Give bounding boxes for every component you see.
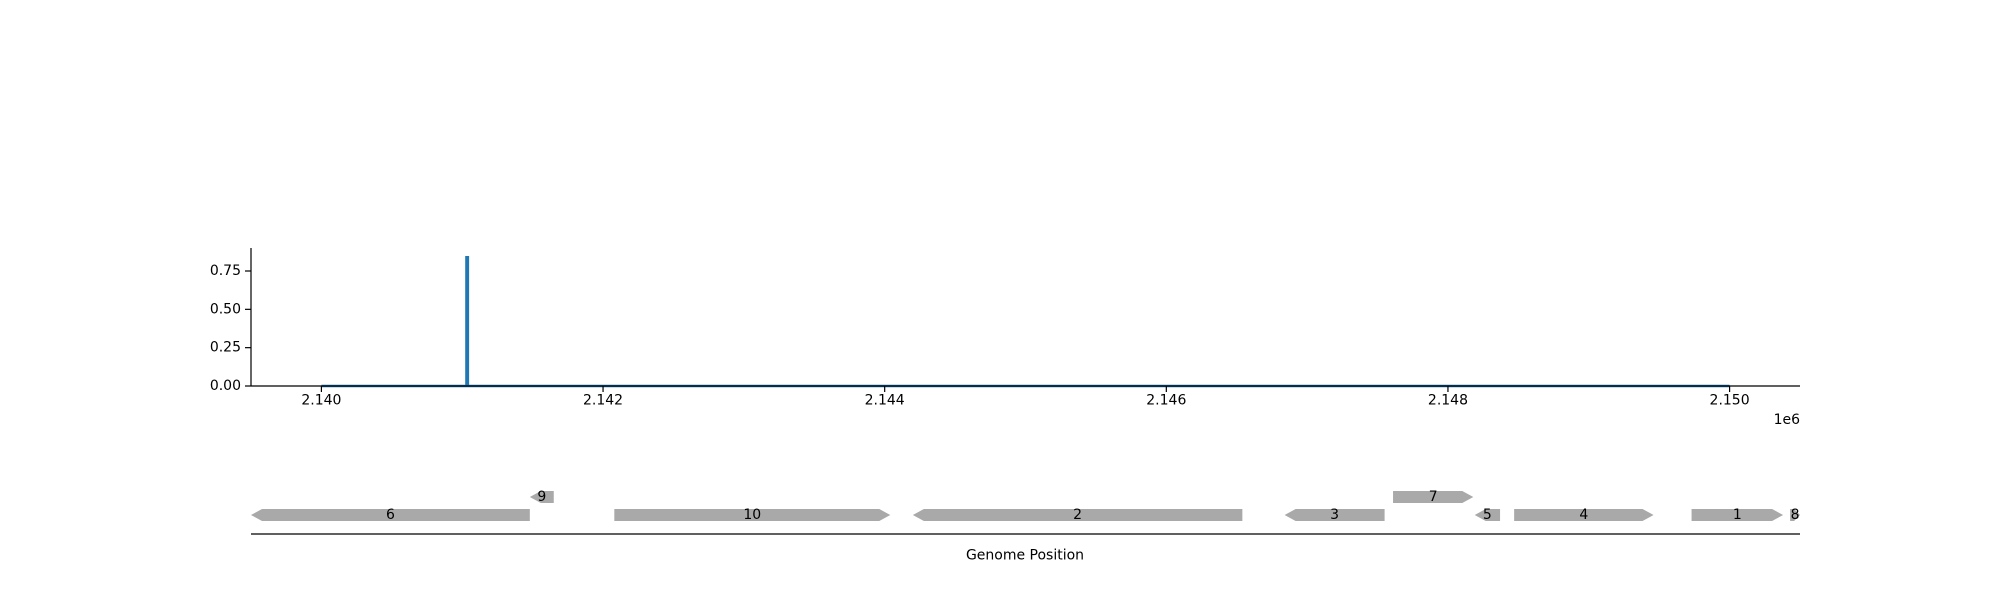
gene-arrow-7 bbox=[1393, 491, 1474, 503]
gene-arrow-9 bbox=[529, 491, 554, 503]
x-tick-label: 2.142 bbox=[583, 393, 623, 409]
gene-label-2: 2 bbox=[1073, 507, 1082, 523]
x-tick-label: 2.148 bbox=[1428, 393, 1468, 409]
gene-label-1: 1 bbox=[1733, 507, 1742, 523]
gene-label-5: 5 bbox=[1483, 507, 1492, 523]
gene-arrow-3 bbox=[1284, 509, 1385, 521]
x-axis-ticks: 2.140 2.142 2.144 2.146 2.148 2.150 bbox=[301, 386, 1750, 409]
coverage-plot: 0.000.250.500.75 2.140 2.142 2.144 2.146 2.1… bbox=[210, 248, 1800, 428]
gene-arrow-10 bbox=[614, 509, 891, 521]
y-tick-label: 0.25 bbox=[210, 340, 241, 356]
gene-arrow-8 bbox=[1790, 509, 1800, 521]
gene-label-7: 7 bbox=[1429, 489, 1438, 505]
gene-arrow-4 bbox=[1514, 509, 1654, 521]
y-axis-ticks: 0.00 0.25 0.50 0.75 bbox=[210, 263, 251, 394]
x-tick-label: 2.140 bbox=[301, 393, 341, 409]
gene-track: 6 9 10 2 3 7 5 4 1 8 Genome Position bbox=[251, 489, 1800, 564]
gene-label-3: 3 bbox=[1330, 507, 1339, 523]
x-tick-label: 2.146 bbox=[1146, 393, 1186, 409]
x-axis-label: Genome Position bbox=[966, 548, 1084, 564]
y-tick-label: 0.75 bbox=[210, 263, 241, 279]
gene-arrow-6 bbox=[251, 509, 530, 521]
gene-label-9: 9 bbox=[537, 489, 546, 505]
gene-arrow-5 bbox=[1474, 509, 1501, 521]
gene-label-4: 4 bbox=[1579, 507, 1588, 523]
x-axis-offset-label: 1e6 bbox=[1774, 412, 1801, 428]
coverage-series bbox=[321, 255, 1730, 388]
gene-arrow-1 bbox=[1691, 509, 1784, 521]
coverage-line-series-0 bbox=[321, 255, 1730, 388]
x-tick-label: 2.150 bbox=[1710, 393, 1750, 409]
y-tick-label: 0.00 bbox=[210, 378, 241, 394]
gene-arrows: 6 9 10 2 3 7 5 4 1 8 bbox=[251, 489, 1800, 523]
x-tick-label: 2.144 bbox=[865, 393, 905, 409]
gene-label-6: 6 bbox=[386, 507, 395, 523]
gene-label-8: 8 bbox=[1791, 507, 1800, 523]
y-tick-label: 0.50 bbox=[210, 301, 241, 317]
gene-label-10: 10 bbox=[743, 507, 761, 523]
gene-arrow-2 bbox=[912, 509, 1243, 521]
